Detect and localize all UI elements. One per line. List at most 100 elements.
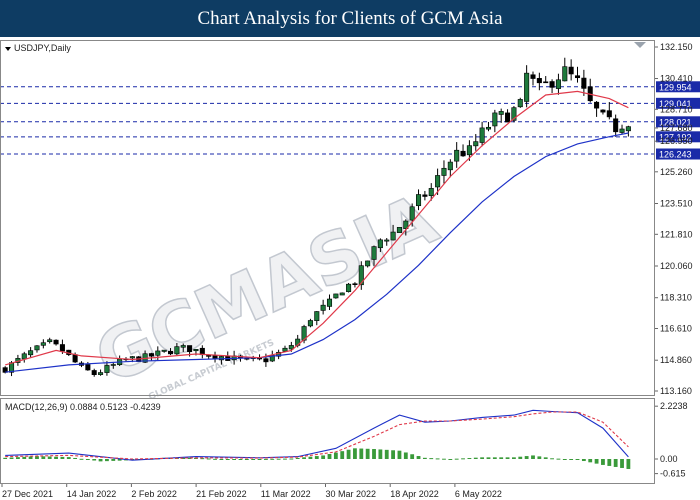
macd-histogram-bar — [391, 450, 395, 459]
macd-histogram-bar — [562, 459, 567, 460]
macd-title: MACD(12,26,9) 0.0884 0.5123 -0.4239 — [5, 402, 161, 412]
macd-histogram-bar — [15, 457, 20, 459]
candle-body — [466, 145, 472, 156]
candle-body — [422, 194, 428, 197]
candle — [352, 282, 358, 288]
candle-body — [307, 320, 313, 327]
macd-histogram-bar — [35, 456, 39, 459]
ma-slow-line — [5, 132, 629, 373]
candle — [180, 343, 186, 352]
candle-body — [441, 167, 447, 176]
macd-histogram-bar — [111, 459, 116, 461]
macd-histogram-bar — [206, 458, 211, 460]
price-axis-tick-label: 118.310 — [660, 293, 692, 303]
price-axis-tick-label: 130.410 — [660, 74, 693, 84]
macd-histogram-bar — [492, 457, 497, 459]
macd-histogram-bar — [225, 459, 230, 460]
candle — [333, 293, 339, 299]
candle-body — [180, 345, 186, 348]
candle — [555, 73, 561, 95]
macd-histogram-bar — [22, 456, 27, 459]
candle-body — [530, 74, 536, 79]
macd-histogram-bar — [537, 456, 542, 459]
candle — [600, 109, 606, 115]
candle-body — [505, 112, 511, 123]
candle — [346, 282, 352, 293]
candle — [276, 349, 282, 360]
macd-histogram-bar — [333, 452, 338, 459]
candle-body — [326, 298, 333, 307]
macd-histogram-bar — [486, 457, 491, 459]
watermark-text: GCMASIA — [84, 178, 449, 401]
macd-histogram-bar — [556, 458, 561, 460]
candle-body — [212, 355, 218, 360]
macd-histogram-bar — [257, 459, 262, 460]
macd-panel-frame — [0, 398, 655, 484]
candle — [441, 160, 447, 184]
price-axis-tick-label: 126.950 — [660, 136, 693, 146]
macd-histogram-bar — [575, 459, 580, 460]
level-tag — [656, 148, 700, 160]
macd-histogram-bar — [372, 449, 376, 459]
date-tick-label: 11 Mar 2022 — [261, 489, 311, 499]
macd-histogram-bar — [543, 457, 548, 459]
price-axis-tick-label: 114.860 — [660, 355, 692, 365]
macd-histogram-bar — [467, 458, 472, 460]
candle — [371, 245, 377, 266]
candle — [606, 102, 612, 120]
candle — [574, 66, 581, 83]
candle — [524, 65, 530, 108]
symbol-label: USDJPY,Daily — [14, 43, 71, 53]
macd-histogram-bar — [569, 459, 574, 460]
candle — [568, 59, 574, 81]
macd-histogram-bar — [194, 457, 198, 459]
candle — [91, 368, 97, 377]
macd-histogram-bar — [238, 459, 243, 460]
candle-body — [91, 370, 97, 375]
level-tag-label: 126.243 — [659, 150, 692, 160]
price-panel-frame — [0, 40, 655, 396]
candle-body — [187, 345, 193, 353]
macd-histogram-bar — [435, 458, 440, 460]
date-tick-label: 18 Apr 2022 — [390, 489, 439, 499]
candle-body — [193, 349, 199, 352]
candle-body — [21, 353, 27, 360]
macd-histogram-bar — [378, 449, 383, 459]
macd-histogram-bar — [524, 456, 529, 459]
candle — [28, 347, 34, 358]
candle-body — [511, 107, 517, 121]
candle-body — [447, 161, 453, 171]
candle — [384, 238, 390, 246]
macd-histogram-bar — [28, 456, 33, 459]
macd-histogram-bar — [359, 448, 364, 459]
date-tick-label: 2 Feb 2022 — [131, 489, 177, 499]
candle-body — [606, 110, 612, 118]
macd-histogram-bar — [79, 458, 84, 460]
macd-histogram-bar — [98, 459, 103, 462]
macd-histogram-bar — [518, 456, 523, 459]
candle — [435, 168, 441, 195]
macd-histogram-bar — [353, 448, 357, 459]
level-tag — [656, 131, 700, 143]
macd-histogram-bar — [302, 457, 306, 459]
macd-histogram-bar — [130, 459, 135, 461]
macd-line — [5, 409, 629, 461]
macd-histogram-bar — [327, 454, 332, 459]
candle-body — [346, 283, 352, 292]
macd-histogram-bar — [505, 457, 510, 459]
candle — [587, 78, 593, 103]
date-tick-label: 14 Jan 2022 — [67, 489, 117, 499]
candle-body — [517, 99, 523, 108]
candle — [307, 318, 313, 328]
candle-body — [53, 339, 59, 345]
macd-histogram-bar — [232, 459, 237, 460]
candle — [428, 183, 434, 201]
macd-histogram-bar — [626, 459, 631, 469]
candle — [40, 339, 46, 349]
candle-body — [288, 345, 294, 350]
candle-body — [549, 81, 555, 88]
support-resistance-levels: 129.954 129.041 128.021 127.192 126.243 — [0, 81, 700, 160]
macd-histogram-bar — [365, 448, 370, 459]
price-axis-tick-label: 113.160 — [660, 386, 692, 396]
